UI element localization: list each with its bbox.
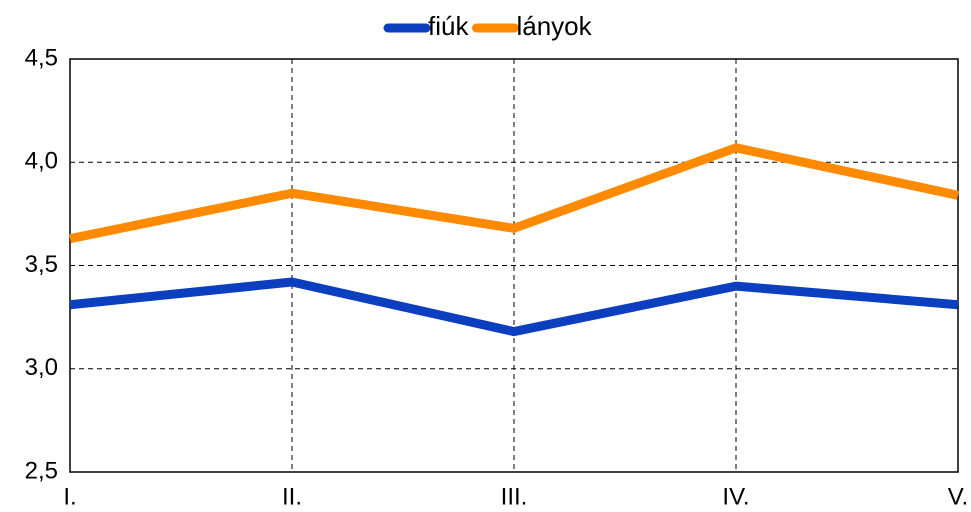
legend-label: lányok (516, 11, 592, 41)
y-tick-label: 3,5 (25, 251, 58, 278)
plot-border (69, 58, 959, 473)
x-tick-label: V. (948, 483, 968, 510)
legend-label: fiúk (428, 11, 469, 41)
x-tick-label: II. (282, 483, 302, 510)
y-tick-label: 4,5 (25, 44, 58, 71)
x-tick-label: I. (63, 483, 76, 510)
y-tick-label: 3,0 (25, 354, 58, 381)
y-tick-label: 2,5 (25, 457, 58, 484)
series-line (69, 277, 959, 337)
x-tick-label: IV. (722, 483, 749, 510)
x-tick-label: III. (501, 483, 528, 510)
y-tick-label: 4,0 (25, 148, 58, 175)
series-line (69, 143, 959, 244)
